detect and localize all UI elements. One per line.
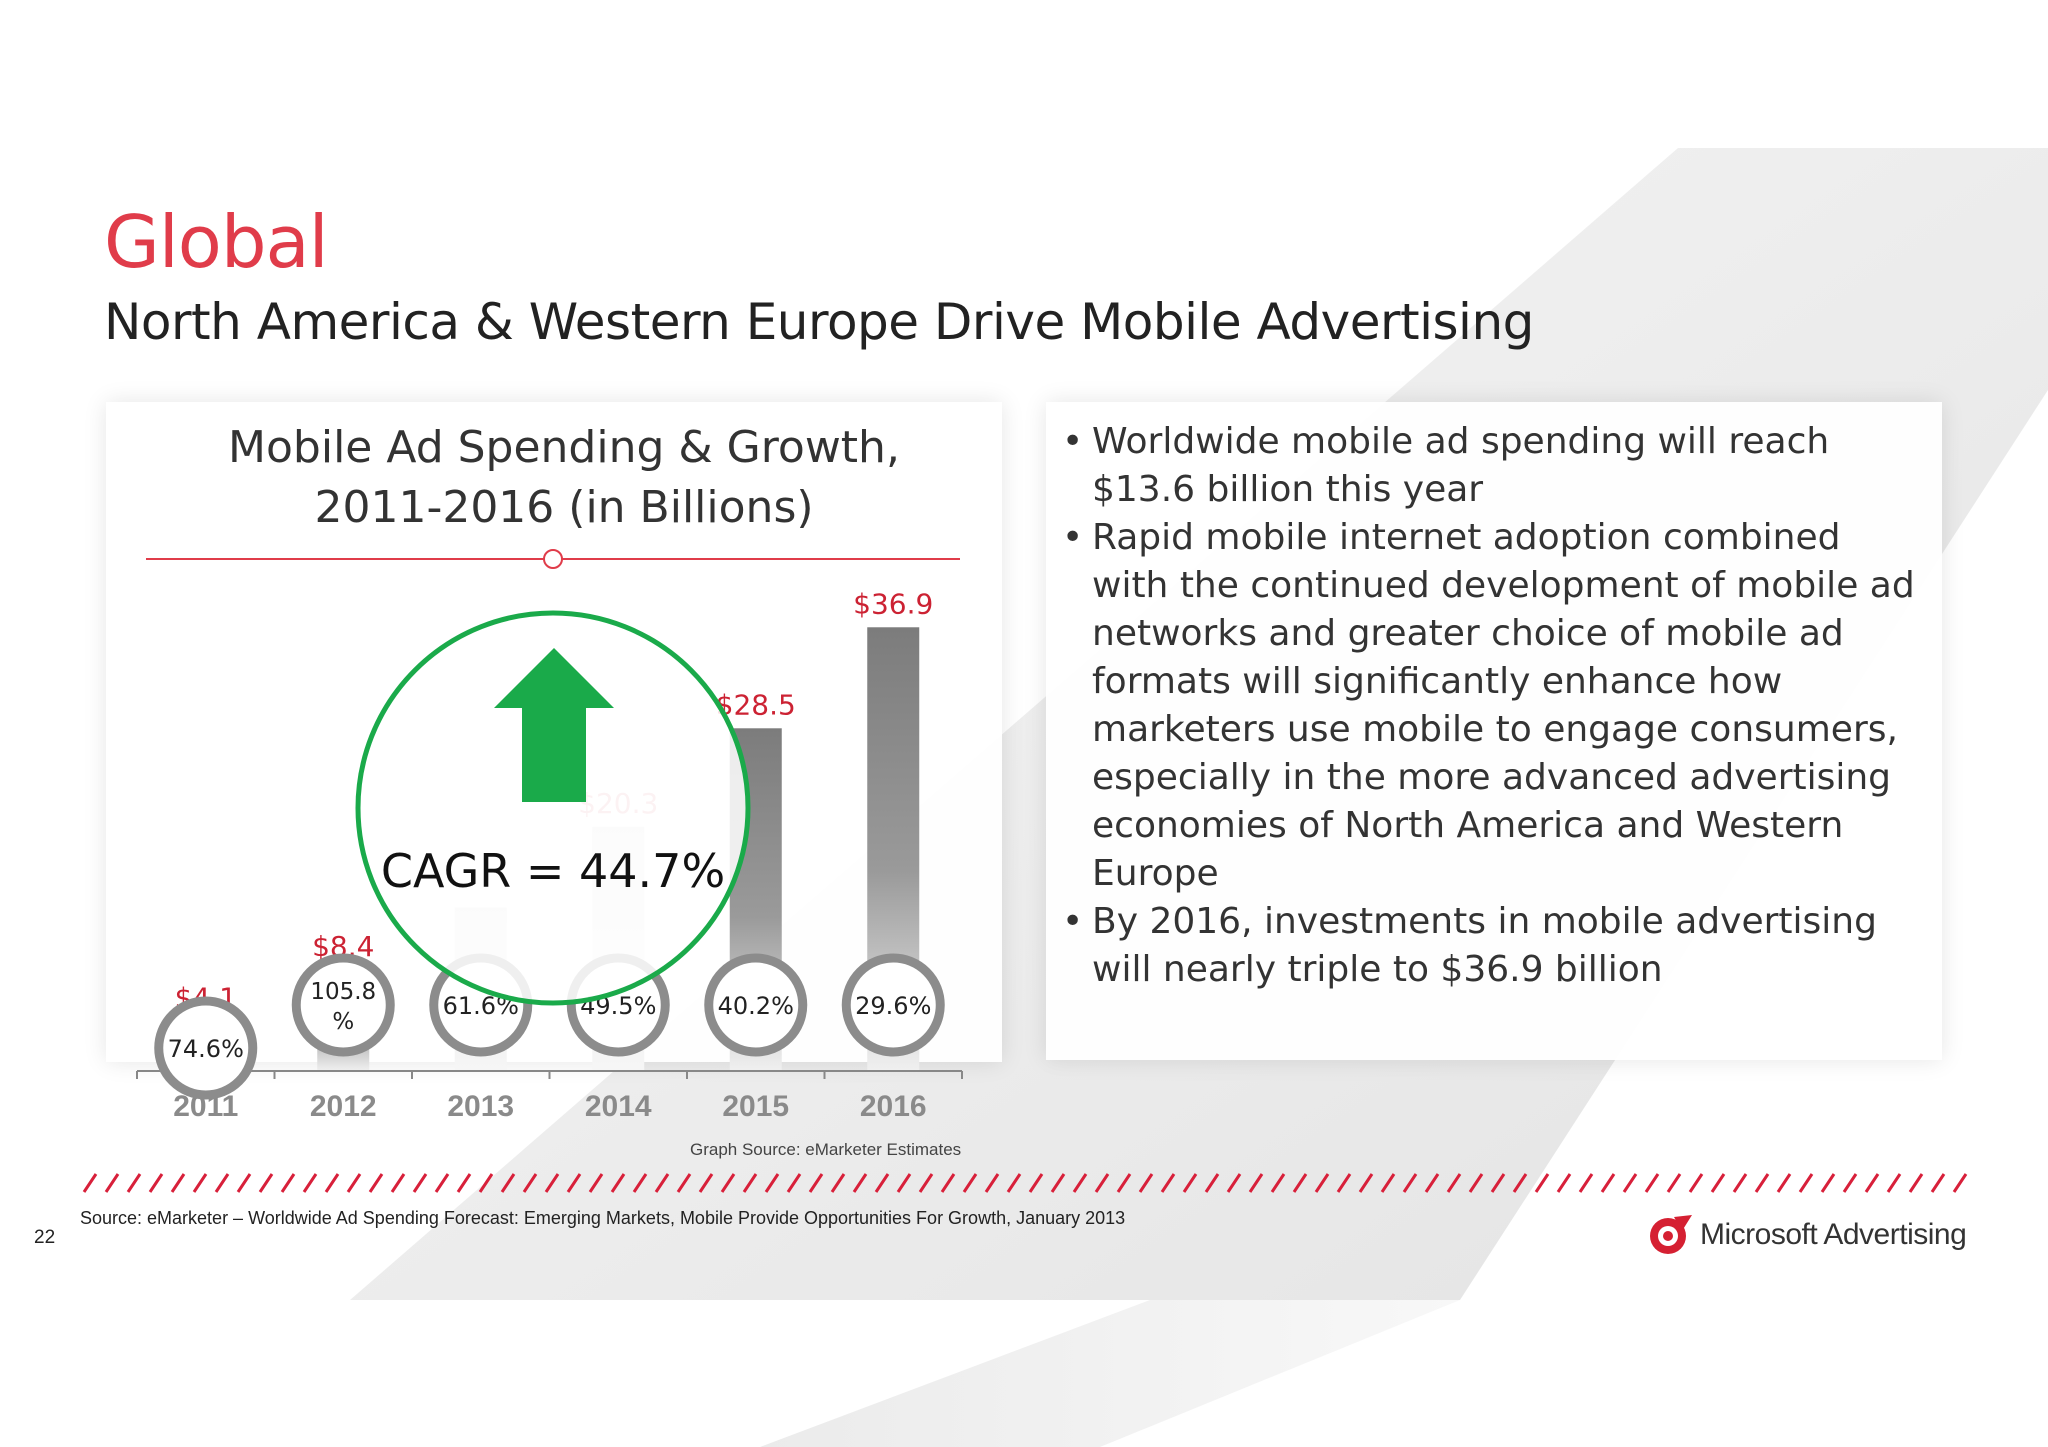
growth-circle — [154, 996, 258, 1100]
growth-label: 29.6% — [855, 992, 931, 1020]
data-label: $28.5 — [716, 688, 796, 721]
logo-icon — [1650, 1215, 1692, 1254]
bullet-item: Rapid mobile internet adoption combined … — [1058, 514, 1918, 898]
growth-label: 74.6% — [168, 1035, 244, 1063]
chart-title-line: Mobile Ad Spending & Growth, — [228, 422, 900, 473]
growth-circle — [841, 953, 945, 1057]
up-arrow-icon — [494, 648, 614, 802]
background-shape — [760, 1300, 1460, 1447]
growth-circle — [704, 953, 808, 1057]
hatched-divider — [80, 1172, 1970, 1194]
microsoft-advertising-logo: Microsoft Advertising — [1646, 1210, 1967, 1260]
x-tick-label: 2014 — [585, 1090, 652, 1123]
x-tick-label: 2015 — [722, 1090, 789, 1123]
growth-label: 105.8% — [310, 979, 376, 1035]
cagr-label: CAGR = 44.7% — [381, 844, 725, 898]
data-label: $36.9 — [853, 587, 933, 620]
x-tick-label: 2016 — [860, 1090, 927, 1123]
title-rule-marker — [543, 549, 563, 569]
x-tick-label: 2013 — [447, 1090, 514, 1123]
x-tick-label: 2012 — [310, 1090, 377, 1123]
growth-label: 40.2% — [718, 992, 794, 1020]
cagr-circle — [355, 610, 751, 1006]
source-note: Source: eMarketer – Worldwide Ad Spendin… — [80, 1208, 1126, 1228]
slide-subtitle: North America & Western Europe Drive Mob… — [104, 293, 1534, 351]
chart-title-line: 2011-2016 (in Billions) — [314, 482, 814, 533]
growth-circle — [291, 953, 395, 1057]
page-number: 22 — [34, 1227, 56, 1248]
bullet-item: By 2016, investments in mobile advertisi… — [1058, 898, 1918, 994]
bullet-item: Worldwide mobile ad spending will reach … — [1058, 418, 1918, 514]
logo-text: Microsoft Advertising — [1700, 1218, 1967, 1251]
graph-source: Graph Source: eMarketer Estimates — [690, 1140, 962, 1159]
bullet-list: Worldwide mobile ad spending will reach … — [1058, 418, 1918, 994]
slide-title: Global — [104, 200, 329, 284]
chart-title: Mobile Ad Spending & Growth, 2011-2016 (… — [106, 418, 1022, 538]
